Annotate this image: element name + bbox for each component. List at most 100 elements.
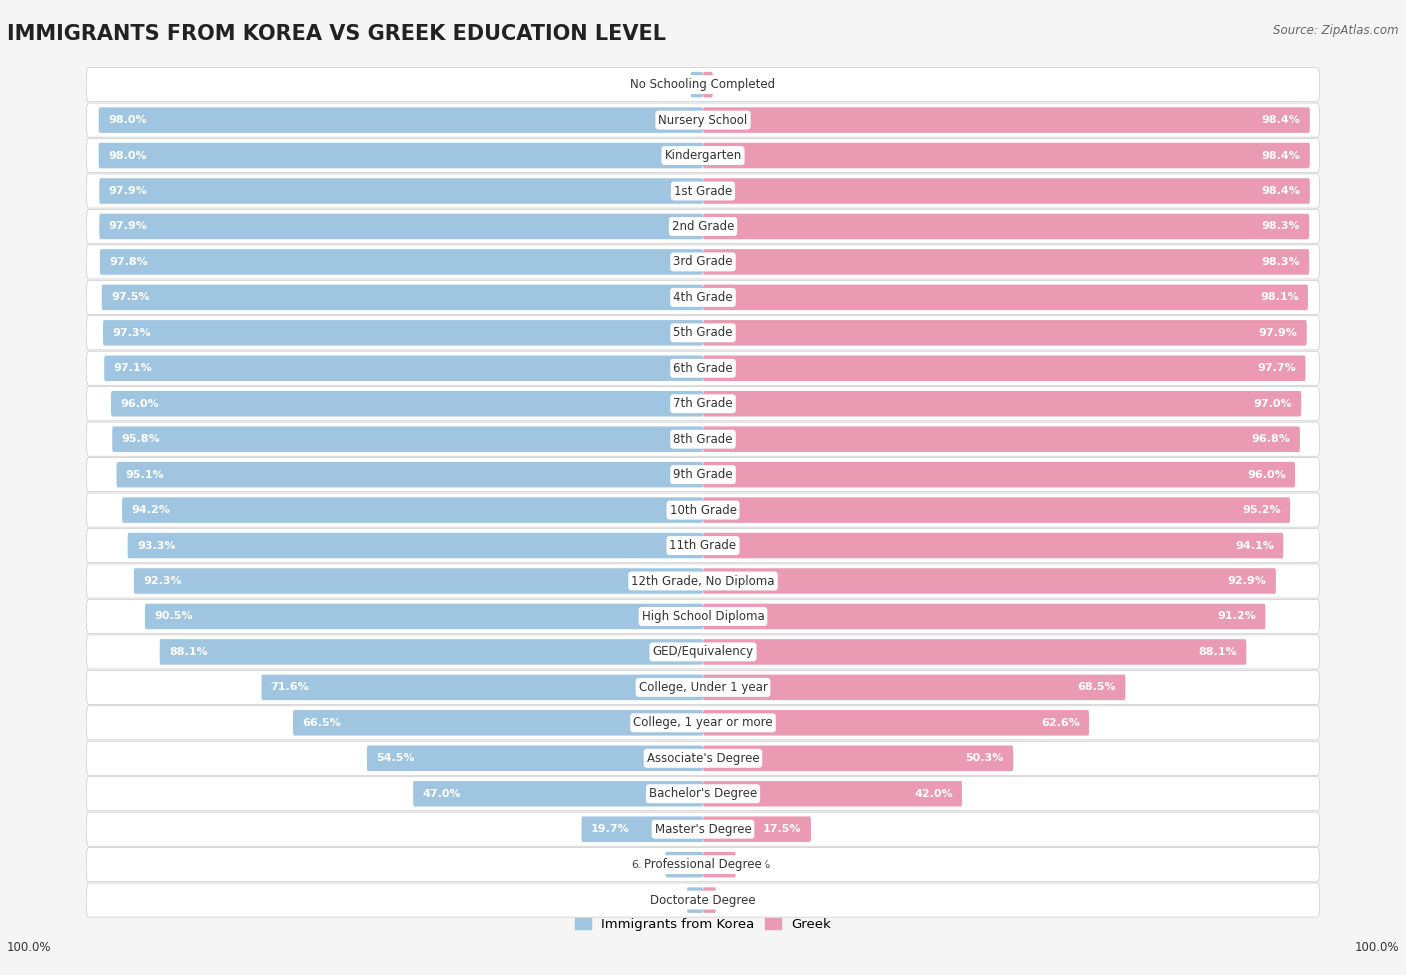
FancyBboxPatch shape [98,142,703,169]
Text: 4th Grade: 4th Grade [673,291,733,304]
FancyBboxPatch shape [86,245,1320,279]
FancyBboxPatch shape [86,457,1320,491]
Text: Associate's Degree: Associate's Degree [647,752,759,764]
Legend: Immigrants from Korea, Greek: Immigrants from Korea, Greek [569,913,837,936]
FancyBboxPatch shape [86,316,1320,350]
FancyBboxPatch shape [703,462,1295,488]
Text: 62.6%: 62.6% [1040,718,1080,727]
Text: 97.8%: 97.8% [110,257,148,267]
Text: 88.1%: 88.1% [169,647,208,657]
Text: 10th Grade: 10th Grade [669,504,737,517]
FancyBboxPatch shape [134,568,703,594]
Text: 96.8%: 96.8% [1251,434,1291,445]
Text: No Schooling Completed: No Schooling Completed [630,78,776,91]
FancyBboxPatch shape [703,285,1308,310]
Text: 95.1%: 95.1% [125,470,165,480]
Text: 42.0%: 42.0% [914,789,953,799]
FancyBboxPatch shape [703,497,1291,523]
FancyBboxPatch shape [703,852,735,878]
Text: 90.5%: 90.5% [155,611,193,621]
FancyBboxPatch shape [703,320,1306,345]
Text: 93.3%: 93.3% [136,540,176,551]
FancyBboxPatch shape [703,391,1301,416]
Text: College, Under 1 year: College, Under 1 year [638,681,768,694]
Text: 6th Grade: 6th Grade [673,362,733,374]
Text: 98.0%: 98.0% [108,150,146,161]
Text: 97.5%: 97.5% [111,292,149,302]
FancyBboxPatch shape [703,746,1014,771]
FancyBboxPatch shape [703,214,1309,239]
Text: 68.5%: 68.5% [1077,682,1116,692]
FancyBboxPatch shape [86,635,1320,669]
Text: 2.0%: 2.0% [657,80,685,90]
Text: 11th Grade: 11th Grade [669,539,737,552]
Text: 91.2%: 91.2% [1218,611,1256,621]
FancyBboxPatch shape [690,72,703,98]
FancyBboxPatch shape [86,812,1320,846]
FancyBboxPatch shape [582,816,703,842]
Text: IMMIGRANTS FROM KOREA VS GREEK EDUCATION LEVEL: IMMIGRANTS FROM KOREA VS GREEK EDUCATION… [7,24,666,45]
Text: 88.1%: 88.1% [1198,647,1237,657]
Text: 97.3%: 97.3% [112,328,150,337]
Text: 97.0%: 97.0% [1253,399,1292,409]
Text: 95.2%: 95.2% [1241,505,1281,515]
FancyBboxPatch shape [111,391,703,416]
FancyBboxPatch shape [86,210,1320,244]
FancyBboxPatch shape [86,777,1320,811]
FancyBboxPatch shape [703,675,1125,700]
Text: Master's Degree: Master's Degree [655,823,751,836]
FancyBboxPatch shape [101,285,703,310]
Text: 6.1%: 6.1% [631,860,659,870]
FancyBboxPatch shape [86,600,1320,634]
FancyBboxPatch shape [86,67,1320,101]
Text: 97.9%: 97.9% [108,221,148,231]
FancyBboxPatch shape [665,852,703,878]
FancyBboxPatch shape [703,426,1301,452]
FancyBboxPatch shape [112,426,703,452]
FancyBboxPatch shape [703,72,713,98]
Text: 97.1%: 97.1% [114,364,152,373]
FancyBboxPatch shape [86,883,1320,917]
FancyBboxPatch shape [98,107,703,133]
Text: 2.6%: 2.6% [652,895,681,905]
FancyBboxPatch shape [703,250,1309,275]
Text: 98.3%: 98.3% [1261,221,1301,231]
FancyBboxPatch shape [86,281,1320,314]
FancyBboxPatch shape [145,604,703,629]
FancyBboxPatch shape [103,320,703,345]
Text: 97.7%: 97.7% [1257,364,1296,373]
Text: 97.9%: 97.9% [108,186,148,196]
Text: GED/Equivalency: GED/Equivalency [652,645,754,658]
Text: 94.2%: 94.2% [131,505,170,515]
FancyBboxPatch shape [703,604,1265,629]
FancyBboxPatch shape [86,493,1320,527]
Text: 8th Grade: 8th Grade [673,433,733,446]
FancyBboxPatch shape [703,178,1310,204]
FancyBboxPatch shape [86,138,1320,173]
FancyBboxPatch shape [86,847,1320,881]
FancyBboxPatch shape [688,887,703,913]
Text: Professional Degree: Professional Degree [644,858,762,871]
FancyBboxPatch shape [86,741,1320,775]
FancyBboxPatch shape [117,462,703,488]
FancyBboxPatch shape [292,710,703,735]
FancyBboxPatch shape [86,351,1320,385]
FancyBboxPatch shape [703,107,1310,133]
Text: 98.0%: 98.0% [108,115,146,125]
FancyBboxPatch shape [86,174,1320,208]
FancyBboxPatch shape [703,781,962,806]
FancyBboxPatch shape [703,887,716,913]
Text: 96.0%: 96.0% [1247,470,1285,480]
Text: 2nd Grade: 2nd Grade [672,220,734,233]
FancyBboxPatch shape [86,528,1320,563]
FancyBboxPatch shape [86,387,1320,421]
Text: 12th Grade, No Diploma: 12th Grade, No Diploma [631,574,775,588]
FancyBboxPatch shape [100,178,703,204]
FancyBboxPatch shape [703,640,1246,665]
Text: 98.3%: 98.3% [1261,257,1301,267]
Text: 7th Grade: 7th Grade [673,397,733,410]
Text: 66.5%: 66.5% [302,718,340,727]
FancyBboxPatch shape [100,214,703,239]
Text: Kindergarten: Kindergarten [665,149,741,162]
FancyBboxPatch shape [86,706,1320,740]
